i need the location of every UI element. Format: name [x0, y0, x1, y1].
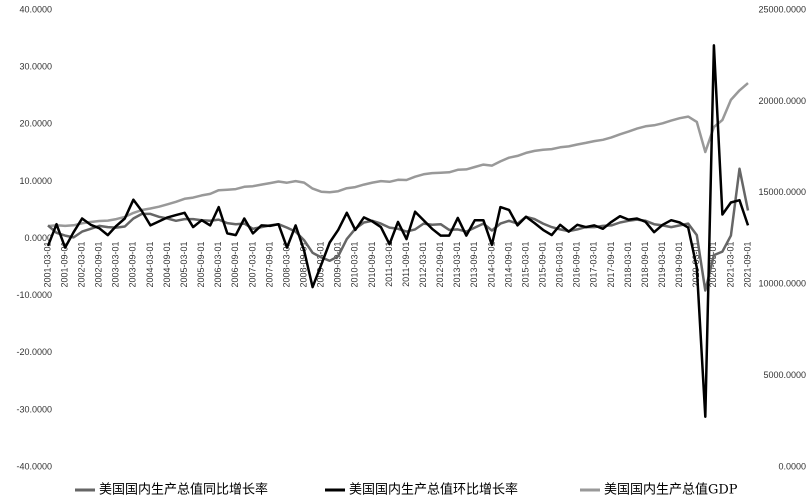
x-tick-label: 2013-03-01 — [452, 242, 462, 288]
y2-tick-label: 15000.0000 — [758, 187, 806, 197]
x-tick-label: 2011-09-01 — [401, 242, 411, 287]
x-tick-label: 2015-03-01 — [520, 242, 530, 288]
x-tick-label: 2018-09-01 — [640, 242, 650, 288]
x-tick-label: 2008-03-01 — [281, 242, 291, 288]
x-tick-label: 2002-03-01 — [77, 242, 87, 288]
y-tick-label: 40.0000 — [19, 4, 52, 14]
x-tick-label: 2007-03-01 — [247, 242, 257, 288]
x-tick-label: 2011-03-01 — [384, 242, 394, 287]
x-tick-label: 2020-09-01 — [708, 242, 718, 288]
x-tick-label: 2007-09-01 — [264, 242, 274, 288]
y2-tick-label: 25000.0000 — [758, 4, 806, 14]
x-tick-label: 2010-09-01 — [367, 242, 377, 288]
x-tick-label: 2004-03-01 — [145, 242, 155, 288]
y-tick-label: -20.0000 — [16, 347, 52, 357]
y-tick-label: -30.0000 — [16, 404, 52, 414]
x-tick-label: 2021-09-01 — [742, 242, 752, 288]
x-tick-label: 2005-09-01 — [196, 242, 206, 288]
x-tick-label: 2012-03-01 — [418, 242, 428, 288]
y-tick-label: 30.0000 — [19, 62, 52, 72]
x-tick-label: 2012-09-01 — [435, 242, 445, 288]
series-line — [47, 82, 749, 228]
x-tick-label: 2003-09-01 — [128, 242, 138, 288]
x-tick-label: 2017-03-01 — [589, 242, 599, 288]
x-tick-label: 2016-03-01 — [555, 242, 565, 288]
legend-label: 美国国内生产总值GDP — [604, 482, 738, 498]
x-tick-label: 2005-03-01 — [179, 242, 189, 288]
x-tick-label: 2018-03-01 — [623, 242, 633, 288]
x-tick-label: 2006-03-01 — [213, 241, 223, 287]
x-tick-label: 2016-09-01 — [572, 242, 582, 288]
y-tick-label: 0.0000 — [24, 233, 52, 243]
legend-label: 美国国内生产总值环比增长率 — [349, 482, 518, 498]
y2-tick-label: 5000.0000 — [763, 370, 806, 380]
x-tick-label: 2014-03-01 — [486, 242, 496, 288]
x-tick-label: 2021-03-01 — [725, 242, 735, 288]
y2-tick-label: 10000.0000 — [758, 279, 806, 289]
x-tick-label: 2014-09-01 — [503, 241, 513, 287]
y-tick-label: -40.0000 — [16, 461, 52, 471]
x-tick-label: 2010-03-01 — [350, 242, 360, 288]
x-tick-label: 2001-09-01 — [59, 242, 69, 288]
x-tick-label: 2001-03-01 — [42, 242, 52, 288]
x-tick-label: 2015-09-01 — [537, 242, 547, 288]
x-tick-label: 2006-09-01 — [230, 242, 240, 288]
x-tick-label: 2003-03-01 — [111, 242, 121, 288]
x-tick-label: 2017-09-01 — [606, 242, 616, 288]
y-tick-label: 10.0000 — [19, 176, 52, 186]
x-tick-label: 2019-03-01 — [657, 242, 667, 288]
y-tick-label: -10.0000 — [16, 290, 52, 300]
x-tick-label: 2019-09-01 — [674, 242, 684, 288]
x-tick-label: 2008-09-01 — [298, 242, 308, 288]
y2-tick-label: 0.0000 — [778, 461, 806, 471]
x-tick-label: 2013-09-01 — [469, 241, 479, 287]
y-tick-label: 20.0000 — [19, 119, 52, 129]
x-tick-label: 2009-09-01 — [333, 242, 343, 288]
x-tick-label: 2002-09-01 — [94, 242, 104, 288]
y2-tick-label: 20000.0000 — [758, 96, 806, 106]
series-line — [46, 44, 750, 418]
x-tick-label: 2004-09-01 — [162, 242, 172, 288]
legend-label: 美国国内生产总值同比增长率 — [99, 482, 268, 498]
